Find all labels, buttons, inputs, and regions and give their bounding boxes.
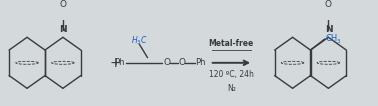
Text: Metal-free: Metal-free bbox=[209, 39, 254, 48]
Text: N₂: N₂ bbox=[227, 84, 236, 93]
Text: 3: 3 bbox=[337, 39, 340, 44]
Text: $H_3C$: $H_3C$ bbox=[131, 34, 147, 47]
Text: 120 ºC, 24h: 120 ºC, 24h bbox=[209, 70, 254, 79]
Text: Ph: Ph bbox=[195, 58, 206, 67]
Text: N: N bbox=[325, 25, 333, 34]
Text: O: O bbox=[325, 0, 332, 9]
Text: CH: CH bbox=[325, 34, 338, 43]
Text: +: + bbox=[110, 56, 121, 70]
Text: O: O bbox=[179, 58, 186, 67]
Text: Ph: Ph bbox=[115, 58, 125, 67]
Text: O: O bbox=[59, 0, 67, 9]
Text: N: N bbox=[59, 25, 67, 34]
Text: O: O bbox=[164, 58, 171, 67]
